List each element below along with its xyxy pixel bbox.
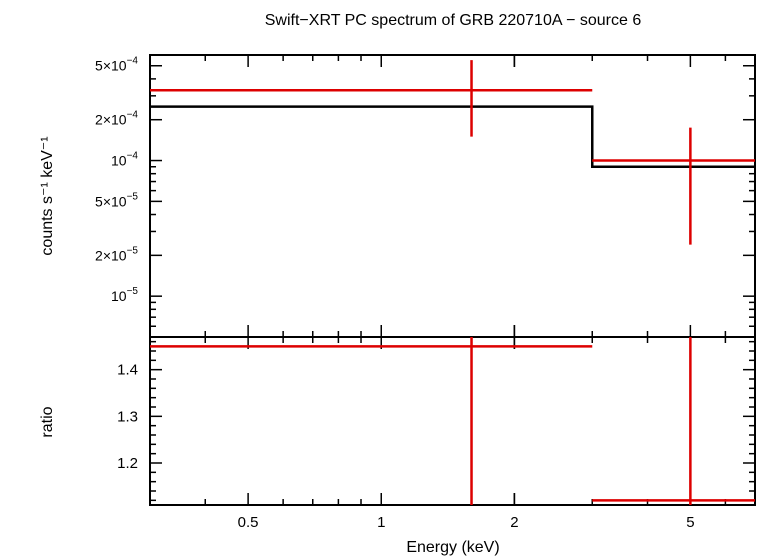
chart-title: Swift−XRT PC spectrum of GRB 220710A − s… — [265, 12, 642, 29]
y-tick-label: 1.4 — [117, 362, 138, 379]
y-tick-label: 1.2 — [117, 455, 138, 472]
y-tick-label: 10−5 — [111, 286, 138, 304]
y-tick-label: 2×10−5 — [95, 245, 138, 263]
spectrum-panel: 10−5 2×10−5 5×10−5 10−4 2×10−4 5×10−4 — [95, 54, 756, 338]
y-axis-label-ratio: ratio — [39, 406, 56, 437]
x-tick-label: 2 — [510, 514, 518, 531]
y-tick-label: 2×10−4 — [95, 110, 138, 128]
ratio-frame — [149, 336, 756, 506]
ratio-panel: 0.5 1 2 5 1.2 1.3 1.4 — [117, 336, 756, 531]
y-tick-label: 5×10−4 — [95, 56, 138, 74]
y-tick-label: 5×10−5 — [95, 191, 138, 209]
x-axis-label: Energy (keV) — [406, 539, 499, 556]
model-step-line — [150, 105, 755, 168]
y-axis-label-counts: counts s⁻¹ keV⁻¹ — [39, 136, 56, 255]
x-tick-label: 0.5 — [238, 514, 259, 531]
y-tick-label: 1.3 — [117, 408, 138, 425]
x-tick-label: 5 — [686, 514, 694, 531]
spectrum-frame — [149, 54, 756, 338]
y-tick-label: 10−4 — [111, 151, 138, 169]
x-tick-label: 1 — [377, 514, 385, 531]
